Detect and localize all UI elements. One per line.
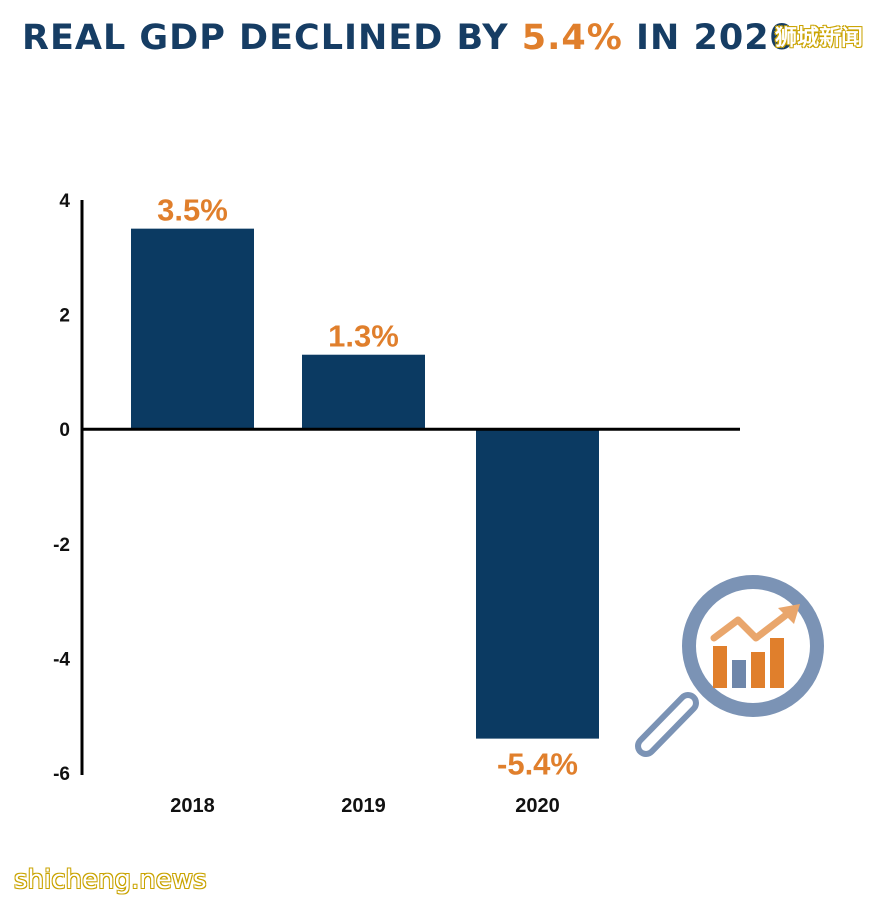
y-tick-label: 4: [59, 191, 70, 212]
mini-bar-chart-icon: [713, 638, 784, 688]
title-suffix: IN 2020: [622, 18, 795, 58]
watermark-logo-bottom: shicheng.news: [14, 865, 207, 895]
magnifier-ring-icon: [682, 575, 824, 717]
x-category-label: 2018: [170, 795, 215, 817]
data-label-2019: 1.3%: [328, 319, 399, 354]
x-axis-labels: 2018 2019 2020: [170, 795, 560, 817]
title-highlight: 5.4%: [521, 18, 623, 58]
data-label-2020: -5.4%: [497, 747, 578, 782]
data-label-2018: 3.5%: [157, 193, 228, 228]
trend-arrow-icon: [710, 604, 800, 642]
y-tick-label: -4: [53, 649, 70, 670]
y-axis: 4 2 0 -2 -4 -6: [53, 191, 84, 785]
magnifier-handle-icon: [635, 692, 699, 757]
y-tick-label: -2: [53, 535, 70, 556]
x-category-label: 2019: [341, 795, 386, 817]
data-labels: 3.5% 1.3% -5.4%: [157, 193, 578, 782]
y-tick-label: 2: [59, 306, 70, 327]
title-prefix: REAL GDP DECLINED BY: [22, 18, 522, 58]
x-category-label: 2020: [515, 795, 560, 817]
y-tick-label: 0: [59, 420, 70, 441]
bar-2019: [302, 354, 425, 430]
bar-2018: [131, 228, 254, 430]
bars: [131, 228, 599, 739]
y-tick-label: -6: [53, 764, 70, 785]
watermark-logo-top: 狮城新闻: [775, 26, 864, 51]
bar-2020: [476, 429, 599, 739]
magnifier-chart-icon: [635, 575, 824, 757]
chart-title: REAL GDP DECLINED BY 5.4% IN 2020: [22, 18, 795, 58]
